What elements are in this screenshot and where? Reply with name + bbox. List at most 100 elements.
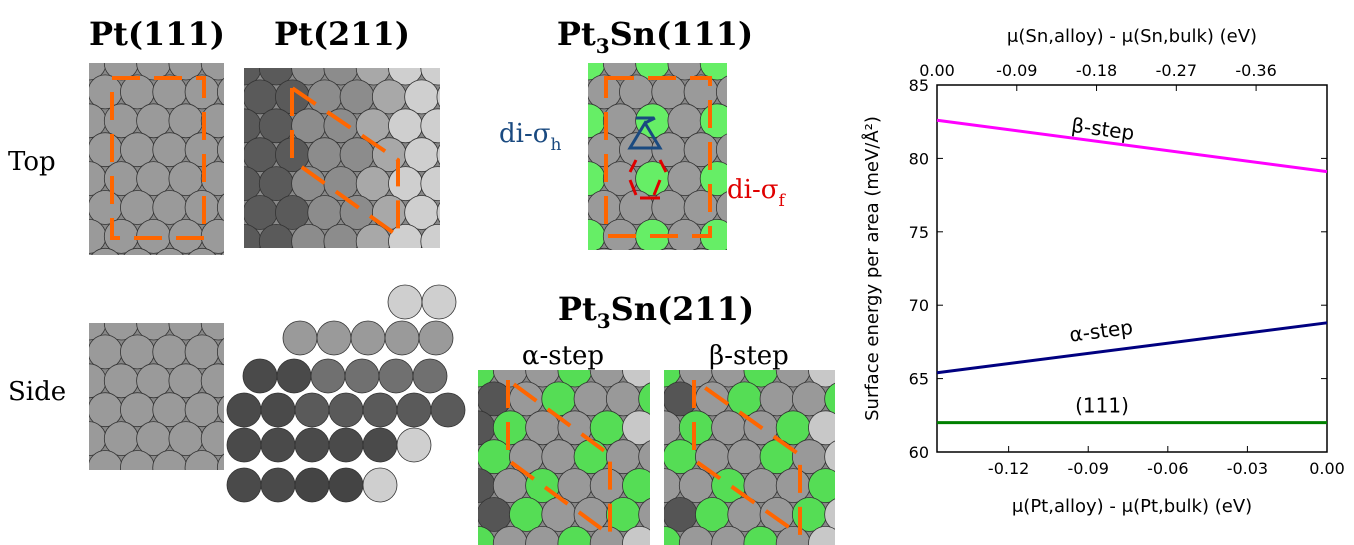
atom bbox=[120, 133, 154, 167]
atom bbox=[397, 428, 431, 462]
atom bbox=[555, 191, 589, 225]
atom bbox=[201, 219, 235, 253]
atom bbox=[88, 451, 122, 485]
atom bbox=[185, 451, 219, 485]
atom bbox=[809, 353, 843, 387]
atom bbox=[695, 498, 729, 532]
atom bbox=[461, 469, 495, 503]
x-axis-label: μ(Pt,alloy) - μ(Pt,bulk) (eV) bbox=[1012, 496, 1252, 517]
atom bbox=[295, 428, 329, 462]
atom bbox=[668, 162, 702, 196]
atom bbox=[445, 498, 479, 532]
atom bbox=[421, 224, 455, 258]
atom bbox=[292, 109, 326, 143]
atom bbox=[243, 138, 277, 172]
atom bbox=[606, 324, 640, 358]
atom bbox=[631, 324, 665, 358]
atom bbox=[104, 162, 138, 196]
atom bbox=[372, 196, 406, 230]
atom bbox=[623, 411, 657, 445]
atom bbox=[88, 248, 122, 282]
x-tick-label: -0.03 bbox=[1227, 459, 1268, 478]
atom bbox=[652, 133, 686, 167]
atom bbox=[825, 498, 859, 532]
atom bbox=[153, 277, 187, 311]
row-label: Top bbox=[8, 147, 56, 177]
atom bbox=[372, 138, 406, 172]
atom bbox=[227, 393, 261, 427]
atom bbox=[227, 51, 261, 85]
atom bbox=[308, 80, 342, 114]
atom bbox=[792, 324, 826, 358]
atom bbox=[437, 138, 471, 172]
atom bbox=[389, 224, 423, 258]
atom bbox=[405, 196, 439, 230]
atom bbox=[639, 324, 673, 358]
atom bbox=[571, 219, 605, 253]
atom bbox=[477, 498, 511, 532]
atom bbox=[56, 335, 90, 369]
atom bbox=[792, 498, 826, 532]
atom bbox=[120, 451, 154, 485]
atom bbox=[317, 321, 351, 355]
atom bbox=[431, 393, 465, 427]
atom bbox=[419, 321, 453, 355]
series-label: α-step bbox=[1068, 315, 1134, 347]
atom bbox=[153, 451, 187, 485]
atom bbox=[351, 321, 385, 355]
atom bbox=[389, 167, 423, 201]
atom bbox=[169, 422, 203, 456]
atom bbox=[201, 162, 235, 196]
atom bbox=[574, 440, 608, 474]
atom bbox=[340, 196, 374, 230]
atom bbox=[120, 248, 154, 282]
atom bbox=[385, 321, 419, 355]
atom bbox=[40, 422, 74, 456]
atom bbox=[461, 411, 495, 445]
atom bbox=[40, 219, 74, 253]
atom bbox=[574, 382, 608, 416]
x-tick-label: -0.09 bbox=[1068, 459, 1109, 478]
y-axis-label: Surface energy per area (meV/Å²) bbox=[861, 116, 883, 421]
atom bbox=[429, 526, 463, 545]
atom bbox=[104, 422, 138, 456]
atom bbox=[72, 422, 106, 456]
atom bbox=[477, 324, 511, 358]
atom bbox=[397, 393, 431, 427]
atom bbox=[379, 359, 413, 393]
atom bbox=[56, 75, 90, 109]
atom bbox=[437, 80, 471, 114]
atom bbox=[603, 104, 637, 138]
atom bbox=[728, 440, 762, 474]
atom bbox=[329, 428, 363, 462]
atom bbox=[329, 468, 363, 502]
atom bbox=[792, 440, 826, 474]
atom bbox=[308, 138, 342, 172]
atom bbox=[120, 335, 154, 369]
atom bbox=[292, 51, 326, 85]
atom bbox=[356, 51, 390, 85]
atom bbox=[493, 469, 527, 503]
atom bbox=[169, 162, 203, 196]
atom bbox=[201, 104, 235, 138]
atom bbox=[712, 411, 746, 445]
atom bbox=[679, 411, 713, 445]
atom bbox=[275, 196, 309, 230]
atom bbox=[72, 306, 106, 340]
atom bbox=[539, 219, 573, 253]
atom bbox=[104, 306, 138, 340]
atom bbox=[542, 498, 576, 532]
atom bbox=[809, 469, 843, 503]
atom bbox=[571, 104, 605, 138]
panel-title: Pt(211) bbox=[274, 15, 410, 53]
atom bbox=[283, 321, 317, 355]
atom bbox=[72, 364, 106, 398]
atom bbox=[571, 162, 605, 196]
y-tick-label: 65 bbox=[909, 370, 929, 389]
atom bbox=[153, 335, 187, 369]
atom bbox=[185, 277, 219, 311]
atom bbox=[153, 133, 187, 167]
atom bbox=[437, 22, 471, 56]
atom bbox=[259, 167, 293, 201]
atom bbox=[153, 248, 187, 282]
